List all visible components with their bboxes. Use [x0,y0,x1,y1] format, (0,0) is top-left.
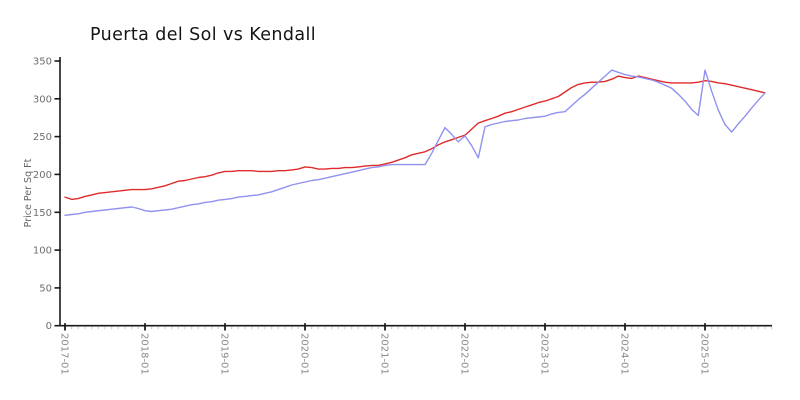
y-tick-label: 150 [33,208,52,219]
series-line-kendall [64,69,766,217]
x-tick-label: 2025-01 [699,333,710,375]
y-tick-label: 250 [33,132,52,143]
y-tick-label: 0 [46,321,52,332]
series-line-puerta-del-sol [64,75,766,201]
chart-title: Puerta del Sol vs Kendall [90,25,316,45]
y-tick-label: 100 [33,246,52,257]
x-tick-label: 2018-01 [139,333,150,375]
x-tick-label: 2019-01 [219,333,230,375]
x-tick-label: 2022-01 [459,333,470,375]
x-tick-label: 2020-01 [299,333,310,375]
x-tick-label: 2024-01 [619,333,630,375]
y-tick-label: 300 [33,94,52,105]
y-axis-label: Price Per Sq Ft [23,158,34,227]
x-tick-label: 2023-01 [539,333,550,375]
y-tick-label: 50 [39,283,52,294]
x-tick-label: 2021-01 [379,333,390,375]
x-tick-label: 2017-01 [59,333,70,375]
y-tick-label: 200 [33,170,52,181]
y-tick-label: 350 [33,57,52,68]
